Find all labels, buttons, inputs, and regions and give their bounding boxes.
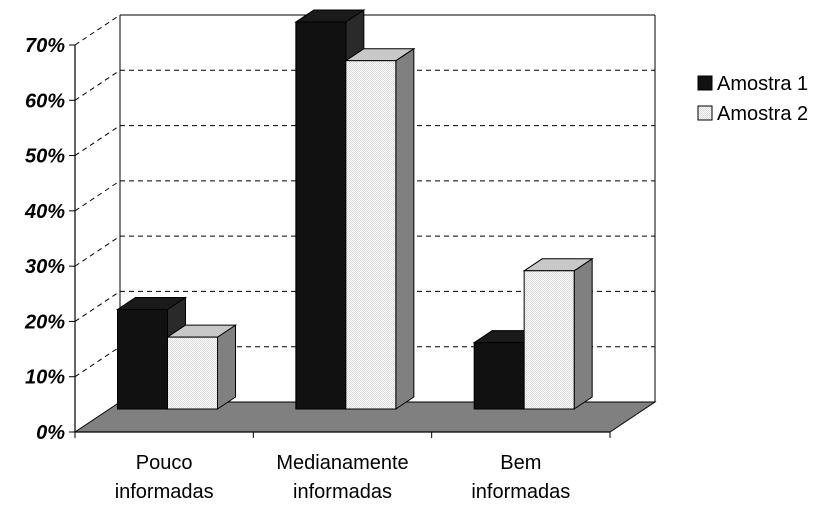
x-tick-label: informadas	[293, 481, 392, 503]
legend-entry: Amostra 2	[717, 103, 808, 125]
y-tick-label: 20%	[24, 311, 65, 333]
legend-entry: Amostra 1	[717, 73, 808, 95]
gridline-side	[74, 125, 121, 156]
legend: Amostra 1 Amostra 2	[697, 73, 808, 125]
legend-swatch	[697, 75, 713, 91]
gridline-side	[74, 291, 121, 322]
x-tick-label: Medianamente	[276, 452, 408, 474]
gridline-side	[74, 346, 121, 378]
y-tick-label: 50%	[25, 146, 65, 168]
bar	[117, 308, 168, 410]
x-tick-label: informadas	[115, 481, 214, 503]
bar-side	[395, 47, 415, 410]
bar-side	[573, 257, 593, 410]
y-tick-label: 10%	[25, 367, 65, 389]
y-tick-label: 40%	[24, 201, 65, 223]
bar	[295, 21, 347, 410]
legend-swatch	[697, 105, 713, 121]
x-tick-label: informadas	[471, 481, 570, 503]
gridline-side	[74, 235, 121, 267]
y-tick-label: 70%	[25, 35, 65, 57]
gridline-side	[74, 180, 121, 212]
y-tick-label: 0%	[36, 422, 65, 444]
bars	[115, 9, 594, 410]
axes	[69, 44, 611, 438]
x-tick-label: Pouco	[136, 452, 193, 474]
bar	[167, 336, 218, 410]
gridline-side	[74, 14, 121, 46]
bar	[473, 342, 525, 410]
bar	[523, 270, 575, 410]
tick-labels: 0% 10% 20% 30% 40% 50% 60% 70% Pouco informadas Me…	[24, 35, 570, 503]
x-tick-label: Bem	[500, 452, 541, 474]
bar	[345, 60, 397, 410]
gridline-side	[74, 69, 121, 101]
bar-side	[217, 324, 236, 410]
y-tick-label: 60%	[25, 90, 65, 112]
y-tick-label: 30%	[25, 256, 65, 278]
